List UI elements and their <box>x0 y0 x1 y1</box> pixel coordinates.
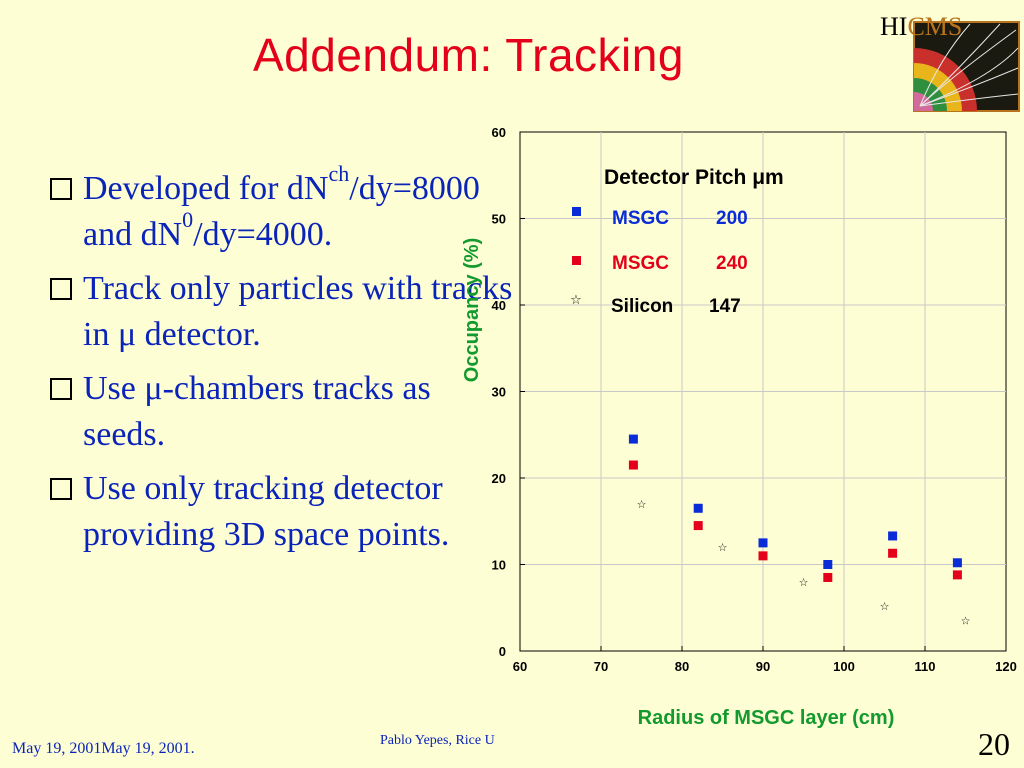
axis-ticks: 60 70 80 90 100 110 120 0 10 20 30 40 50 60 <box>492 125 1017 674</box>
data-point-msgc-200 <box>693 503 703 513</box>
bullet-3: Use μ-chambers tracks as seeds. <box>48 366 518 458</box>
x-tick-label: 100 <box>833 659 855 674</box>
legend-marker-silicon: ☆ <box>570 293 582 308</box>
legend: MSGC 200 MSGC 240 ☆ Silicon 147 <box>570 207 748 317</box>
data-point-msgc-240 <box>758 551 768 561</box>
data-point-msgc-240 <box>952 570 962 580</box>
bullet-2: Track only particles with tracks in μ de… <box>48 266 518 358</box>
data-point-msgc-200 <box>952 558 962 568</box>
legend-label-msgc240: MSGC <box>612 253 669 274</box>
footer-date: May 19, 2001May 19, 2001. <box>12 740 195 757</box>
data-point-msgc-200 <box>628 434 638 444</box>
data-point-silicon-147: ☆ <box>718 541 728 554</box>
data-point-silicon-147: ☆ <box>637 498 647 511</box>
bullet-3-text: Use μ-chambers tracks as seeds. <box>83 370 431 453</box>
x-axis-label: Radius of MSGC layer (cm) <box>638 707 895 729</box>
bullet-1-text-b: /dy=8000 and dN <box>83 170 480 253</box>
hi-cms-logo: HICMS <box>880 8 1020 112</box>
data-point-msgc-240 <box>628 460 638 470</box>
data-point-silicon-147: ☆ <box>961 615 971 628</box>
bullet-1-sup-0: 0 <box>182 207 194 232</box>
checkbox-icon <box>50 278 72 300</box>
legend-pitch-silicon: 147 <box>709 296 741 317</box>
y-tick-label: 40 <box>492 298 506 313</box>
legend-pitch-msgc200: 200 <box>716 208 748 229</box>
data-point-silicon-147: ☆ <box>880 600 890 613</box>
data-point-msgc-240 <box>888 548 898 558</box>
particle-tracks-icon <box>913 21 1020 112</box>
y-tick-label: 60 <box>492 125 506 140</box>
legend-marker-msgc200 <box>572 207 581 216</box>
logo-cms: CMS <box>907 12 963 41</box>
y-tick-label: 30 <box>492 385 506 400</box>
logo-hi: HI <box>880 12 908 41</box>
grid-lines <box>520 132 1006 651</box>
bullet-list: Developed for dNch/dy=8000 and dN0/dy=40… <box>48 163 518 566</box>
footer-author: Pablo Yepes, Rice U <box>380 733 495 748</box>
slide-title: Addendum: Tracking <box>253 29 684 81</box>
checkbox-icon <box>50 178 72 200</box>
bullet-2-text: Track only particles with tracks in μ de… <box>83 270 513 353</box>
x-tick-label: 70 <box>594 659 608 674</box>
y-tick-label: 20 <box>492 471 506 486</box>
y-tick-label: 0 <box>499 644 506 659</box>
x-tick-label: 110 <box>915 659 936 674</box>
y-tick-label: 50 <box>492 212 506 227</box>
bullet-1-text-c: /dy=4000. <box>193 216 333 253</box>
data-marks: ☆ ☆ ☆ ☆ ☆ <box>628 434 971 628</box>
data-point-msgc-200 <box>823 560 833 569</box>
checkbox-icon <box>50 478 72 500</box>
bullet-4: Use only tracking detector providing 3D … <box>48 466 518 558</box>
legend-pitch-msgc240: 240 <box>716 253 748 274</box>
legend-marker-msgc240 <box>572 256 581 265</box>
page-number: 20 <box>978 726 1010 762</box>
x-tick-label: 60 <box>513 659 527 674</box>
legend-title: Detector Pitch μm <box>604 166 784 189</box>
bullet-1: Developed for dNch/dy=8000 and dN0/dy=40… <box>48 163 518 258</box>
legend-label-msgc200: MSGC <box>612 208 669 229</box>
data-point-msgc-200 <box>888 531 898 541</box>
y-tick-label: 10 <box>492 558 506 573</box>
data-point-silicon-147: ☆ <box>799 576 809 589</box>
data-point-msgc-240 <box>823 572 833 582</box>
x-tick-label: 90 <box>756 659 770 674</box>
data-point-msgc-200 <box>758 538 768 548</box>
bullet-1-sup-ch: ch <box>328 161 350 186</box>
logo-text: HICMS <box>880 12 962 42</box>
bullet-4-text: Use only tracking detector providing 3D … <box>83 470 450 553</box>
bullet-1-text-a: Developed for dN <box>83 170 329 207</box>
y-axis-label: Occupancy (%) <box>461 238 483 382</box>
x-tick-label: 120 <box>995 659 1017 674</box>
data-point-msgc-240 <box>693 521 703 531</box>
legend-label-silicon: Silicon <box>611 296 673 317</box>
checkbox-icon <box>50 378 72 400</box>
x-tick-label: 80 <box>675 659 689 674</box>
